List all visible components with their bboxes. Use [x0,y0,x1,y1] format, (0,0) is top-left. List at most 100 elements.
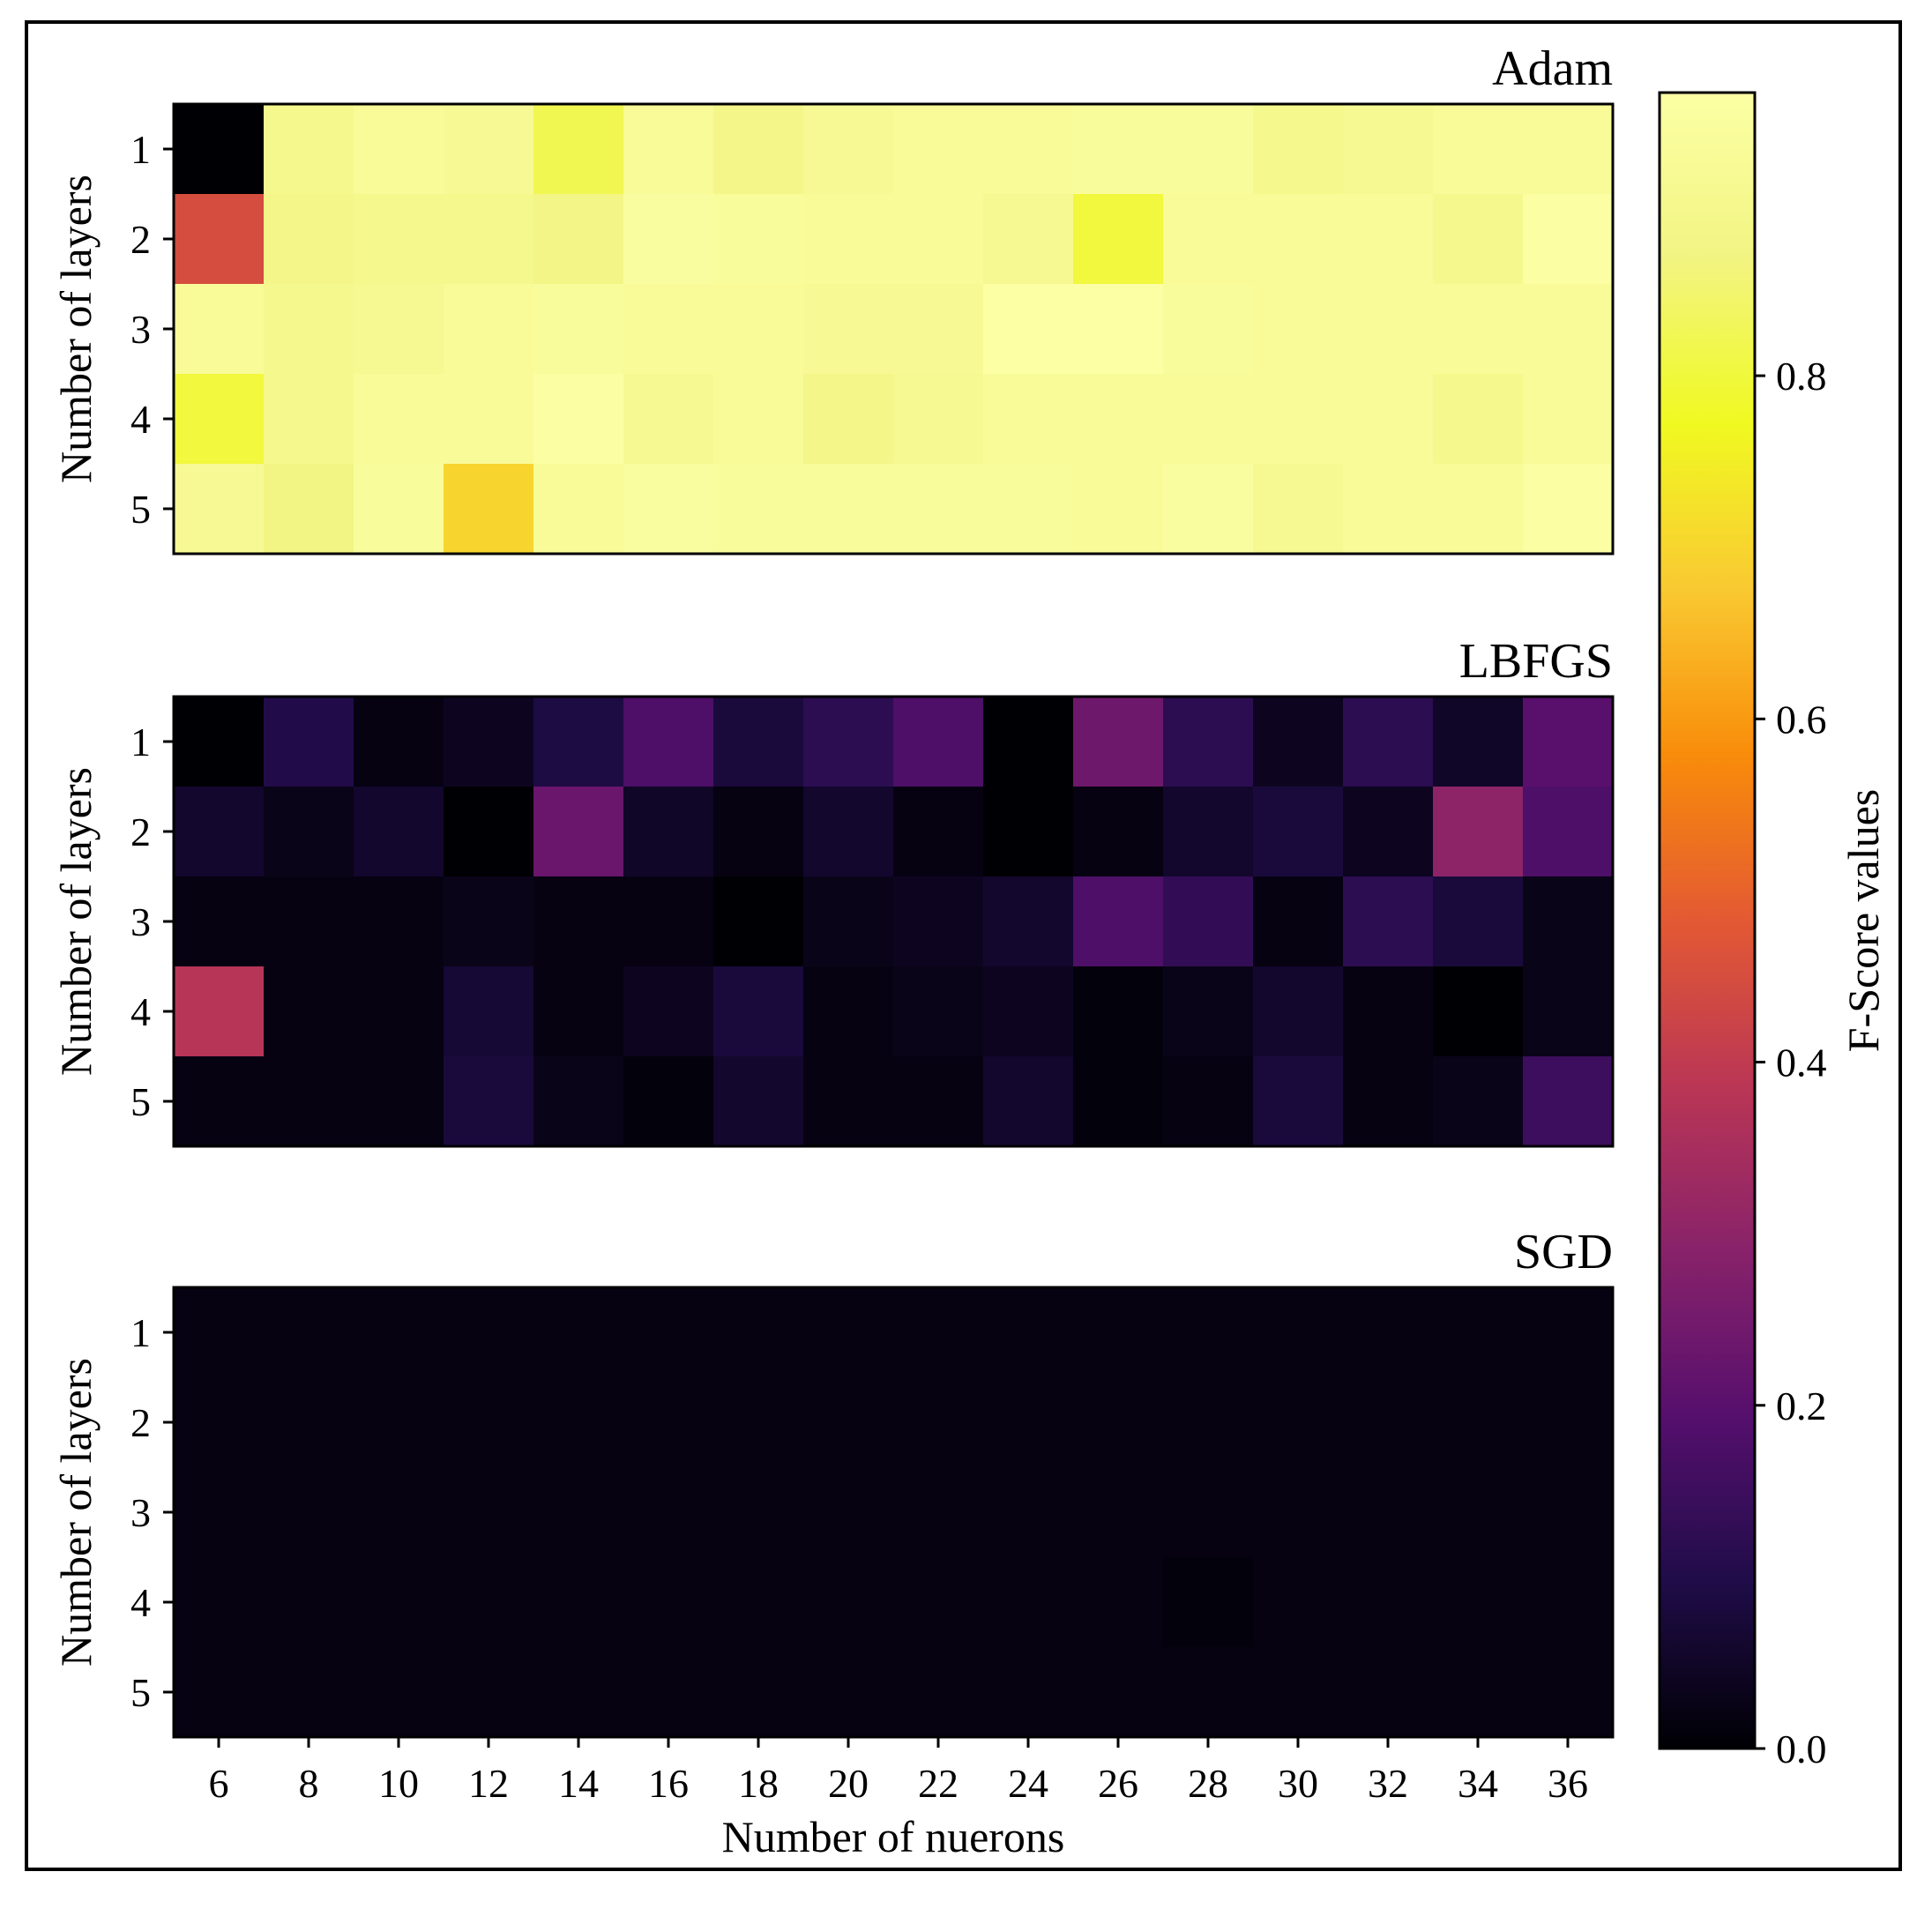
heatmap-cell [983,697,1074,787]
heatmap-cell [1343,787,1434,877]
heatmap-cell [264,1557,354,1648]
heatmap-cell [354,1557,444,1648]
heatmap-cell [354,876,444,967]
heatmap-cell [1343,374,1434,465]
heatmap-cell [533,284,624,375]
heatmap-cell [623,1647,714,1738]
heatmap-cell [1253,374,1344,465]
heatmap-cell [893,104,984,195]
heatmap-cell [1163,1467,1254,1558]
heatmap-cell [264,374,354,465]
heatmap-cell [174,104,265,195]
heatmap-cell [1253,1377,1344,1468]
heatmap-cell [1163,194,1254,285]
y-tick-label: 1 [131,1310,151,1355]
heatmap-cell [803,1647,894,1738]
heatmap-cell [1073,464,1164,555]
panel-adam: Adam 1 2 3 4 5 Number of layers [51,41,1615,556]
heatmap-cell [354,374,444,465]
heatmap-cell [1073,104,1164,195]
heatmap-cell [893,787,984,877]
heatmap-cell [1433,374,1524,465]
x-tick-label: 22 [918,1761,959,1806]
heatmap-cell [174,1557,265,1648]
heatmap-cell [623,1557,714,1648]
heatmap-cell [623,1287,714,1378]
heatmap-cell [983,1377,1074,1468]
heatmap-cell [444,104,534,195]
heatmap-cell [983,194,1074,285]
heatmap-cell [1073,374,1164,465]
heatmap-cell [533,787,624,877]
heatmap-cell [174,1467,265,1558]
heatmap-cell [1073,1467,1164,1558]
heatmap-cell [444,697,534,787]
heatmap-cell [623,464,714,555]
x-tick-label: 36 [1548,1761,1588,1806]
heatmap-cell [1073,1647,1164,1738]
heatmap-cell [1523,787,1614,877]
colorbar-gradient [1658,91,1757,1750]
heatmap-cell [1523,876,1614,967]
heatmap-cell [533,1056,624,1147]
heatmap-cell [803,1287,894,1378]
heatmap-cell [713,374,804,465]
x-tick-label: 24 [1008,1761,1048,1806]
heatmap-cell [1523,104,1614,195]
heatmap-cell [444,194,534,285]
heatmap-cell [1343,1287,1434,1378]
heatmap-cell [1433,1647,1524,1738]
heatmap-cell [1163,1287,1254,1378]
heatmap-cell [174,1287,265,1378]
heatmap-cell [713,104,804,195]
y-tick-label: 2 [131,217,151,262]
heatmap-cell [1073,966,1164,1057]
heatmap-cell [174,464,265,555]
heatmap-cell [354,1377,444,1468]
heatmap-cell [983,1647,1074,1738]
heatmap-cell [354,464,444,555]
heatmap-cell [623,194,714,285]
heatmap-cell [354,966,444,1057]
heatmap-cell [713,284,804,375]
heatmap-cell [444,876,534,967]
heatmap-cell [1523,966,1614,1057]
heatmap-cell [1073,1377,1164,1468]
x-tick-label: 10 [378,1761,419,1806]
heatmap-cell [1073,1056,1164,1147]
heatmap-cell [893,464,984,555]
heatmap-cell [803,966,894,1057]
heatmap-cell [264,876,354,967]
heatmap-cell [1523,1287,1614,1378]
heatmap-cell [893,1647,984,1738]
heatmap-cell [623,1467,714,1558]
heatmap-cell [444,464,534,555]
heatmap-cell [983,104,1074,195]
y-tick-label: 5 [131,1670,151,1715]
heatmap-cell [1073,284,1164,375]
heatmap-cell [1433,876,1524,967]
heatmap-cell [1163,1557,1254,1648]
heatmap-cell [1253,464,1344,555]
heatmap-cell [1343,1056,1434,1147]
heatmap-cell [1433,697,1524,787]
heatmap-cell [264,464,354,555]
heatmap-cell [174,374,265,465]
heatmap-cell [1253,966,1344,1057]
heatmap-cell [1163,697,1254,787]
heatmap-cell [803,1377,894,1468]
y-tick-label: 4 [131,397,151,442]
heatmap-cell [533,374,624,465]
x-tick-label: 30 [1278,1761,1318,1806]
heatmap-cell [1343,1467,1434,1558]
heatmap-cell [1163,284,1254,375]
heatmap-cell [1163,1056,1254,1147]
heatmap-cell [1253,1467,1344,1558]
heatmap-cell [1433,1467,1524,1558]
heatmap-cell [1523,1647,1614,1738]
heatmap-cell [174,1647,265,1738]
heatmap-cell [354,787,444,877]
y-tick-label: 4 [131,989,151,1034]
heatmap-cell [444,1056,534,1147]
